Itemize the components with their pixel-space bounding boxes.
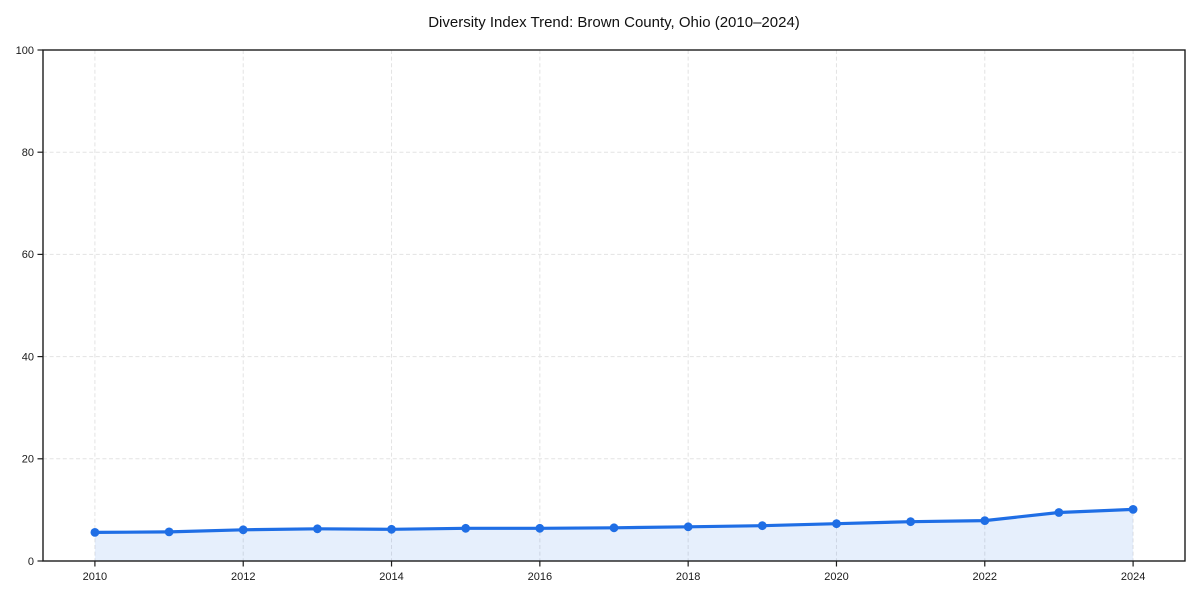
data-point-2014 <box>387 524 396 534</box>
y-tick-label-20: 20 <box>22 454 34 466</box>
x-tick-label-2014: 2014 <box>379 571 403 583</box>
data-point-2016 <box>535 523 545 533</box>
grid-layer <box>43 49 1185 562</box>
plot-border <box>42 49 1186 562</box>
data-point-2021 <box>906 517 915 527</box>
x-tick-label-2020: 2020 <box>824 571 848 583</box>
data-point-2013 <box>313 524 322 534</box>
y-tick-label-0: 0 <box>28 556 34 568</box>
data-point-2015 <box>461 523 471 533</box>
x-tick-label-2018: 2018 <box>676 571 700 583</box>
data-point-2010 <box>90 528 100 537</box>
data-point-2017 <box>609 523 619 533</box>
area-fill <box>94 509 1134 561</box>
data-point-2022 <box>980 516 990 525</box>
x-tick-label-2022: 2022 <box>973 571 997 583</box>
axes-layer: 0 20 40 60 80 100 2010 2012 2014 2016 2018 2020 2022… <box>16 45 1186 583</box>
y-tick-label-60: 60 <box>22 249 34 261</box>
y-tick-label-80: 80 <box>22 147 34 159</box>
data-point-2023 <box>1054 508 1064 517</box>
data-point-2020 <box>832 519 841 529</box>
line-series-layer <box>90 505 1138 561</box>
data-point-2012 <box>238 525 248 535</box>
y-tick-label-40: 40 <box>22 351 34 363</box>
data-point-2018 <box>683 522 693 532</box>
data-point-2019 <box>757 521 767 531</box>
data-point-2024 <box>1128 505 1138 514</box>
chart-title: Diversity Index Trend: Brown County, Ohi… <box>428 14 800 31</box>
x-tick-label-2012: 2012 <box>231 571 255 583</box>
x-tick-label-2010: 2010 <box>83 571 107 583</box>
y-tick-label-100: 100 <box>16 45 34 57</box>
x-tick-label-2016: 2016 <box>528 571 552 583</box>
data-point-2011 <box>164 527 174 537</box>
x-tick-label-2024: 2024 <box>1121 571 1145 583</box>
